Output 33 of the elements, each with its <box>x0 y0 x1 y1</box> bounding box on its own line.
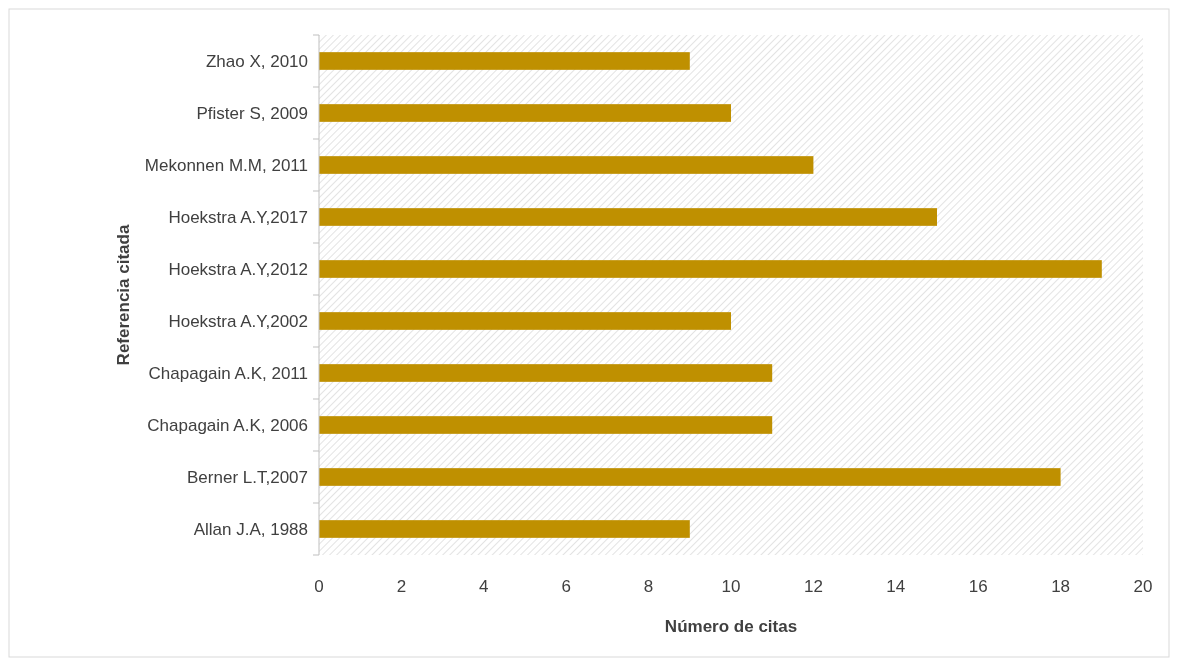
x-tick-label: 14 <box>886 577 906 596</box>
y-tick-label: Hoekstra A.Y,2012 <box>168 259 308 279</box>
x-axis-title: Número de citas <box>664 617 798 636</box>
y-tick-label: Zhao X, 2010 <box>205 51 308 71</box>
x-tick-label: 0 <box>314 577 324 596</box>
bar <box>319 364 773 382</box>
y-tick-label: Pfister S, 2009 <box>196 103 308 123</box>
y-tick-label: Chapagain A.K, 2006 <box>147 415 308 435</box>
x-tick-label: 20 <box>1133 577 1153 596</box>
x-tick-label: 12 <box>803 577 823 596</box>
y-tick-label: Berner L.T,2007 <box>187 467 308 487</box>
bar <box>319 260 1102 278</box>
y-tick-label: Chapagain A.K, 2011 <box>148 363 308 383</box>
y-tick-label: Hoekstra A.Y,2002 <box>168 311 308 331</box>
x-tick-label: 4 <box>479 577 489 596</box>
bar <box>319 208 937 226</box>
bar <box>319 520 690 538</box>
bar <box>319 52 690 70</box>
x-tick-label: 18 <box>1051 577 1071 596</box>
x-tick-label: 10 <box>721 577 741 596</box>
bar <box>319 312 731 330</box>
y-tick-label: Allan J.A, 1988 <box>193 519 308 539</box>
x-tick-label: 8 <box>643 577 654 596</box>
bar <box>319 468 1061 486</box>
bar <box>319 156 814 174</box>
bar <box>319 104 731 122</box>
y-tick-label: Hoekstra A.Y,2017 <box>168 207 308 227</box>
x-tick-label: 16 <box>968 577 988 596</box>
x-tick-label: 6 <box>561 577 571 596</box>
bar <box>319 416 773 434</box>
y-tick-label: Mekonnen M.M, 2011 <box>144 155 308 175</box>
x-tick-label: 2 <box>396 577 407 596</box>
y-axis-title: Referencia citada <box>113 224 133 366</box>
